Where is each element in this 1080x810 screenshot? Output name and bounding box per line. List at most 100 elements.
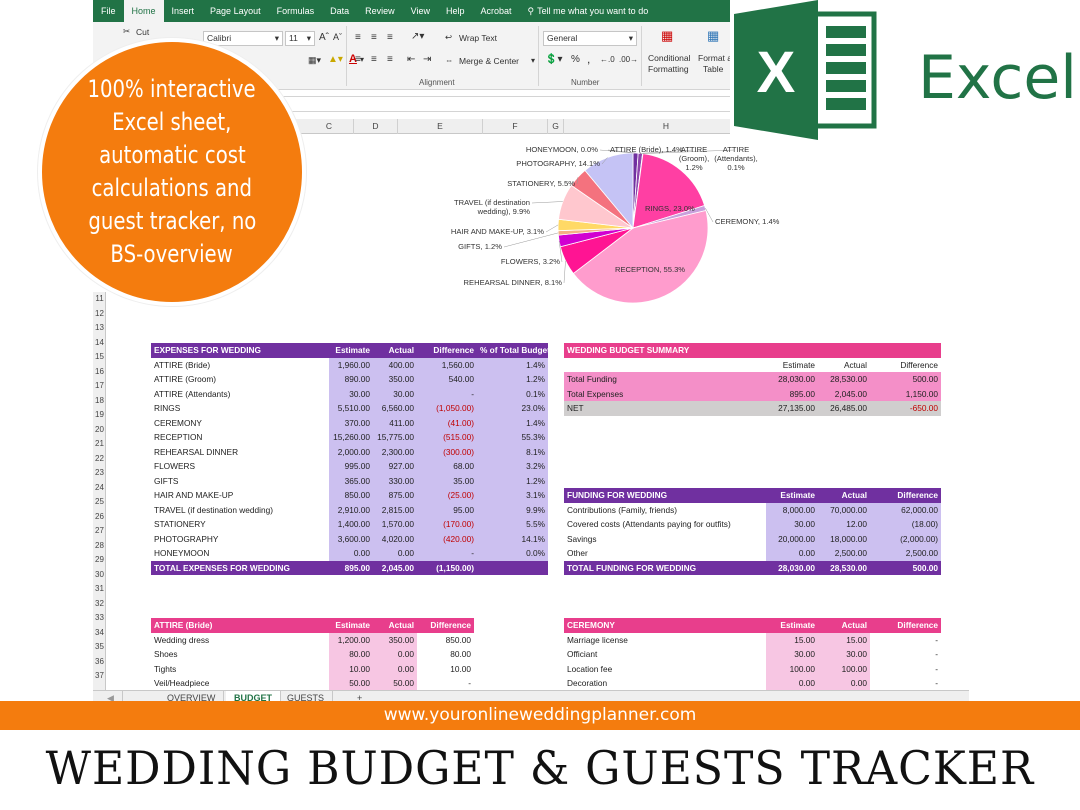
table-cell[interactable]: HONEYMOON	[154, 548, 210, 558]
table-cell[interactable]: PHOTOGRAPHY	[154, 533, 219, 544]
table-cell[interactable]: -	[417, 546, 477, 561]
table-cell[interactable]: 15.00	[766, 632, 818, 647]
table-cell[interactable]: FLOWERS	[154, 461, 196, 471]
table-cell[interactable]: ATTIRE (Attendants)	[154, 388, 231, 399]
table-cell[interactable]: (300.00)	[417, 444, 477, 459]
table-cell[interactable]: 2,910.00	[329, 502, 373, 517]
table-cell[interactable]: 5.5%	[477, 517, 548, 532]
table-cell[interactable]: 1,150.00	[870, 386, 941, 401]
table-cell[interactable]: Tights	[154, 663, 177, 674]
table-cell[interactable]: 80.00	[329, 647, 373, 662]
table-cell[interactable]: 35.00	[417, 473, 477, 488]
table-cell[interactable]: 8.1%	[477, 444, 548, 459]
table-cell[interactable]: 20,000.00	[766, 531, 818, 546]
conditional-formatting-button-line2[interactable]: Formatting	[648, 64, 689, 74]
merge-center-button[interactable]: Merge & Center	[459, 56, 519, 66]
row-number[interactable]: 31	[95, 584, 104, 593]
row-number[interactable]: 16	[95, 366, 104, 376]
tab-page-layout[interactable]: Page Layout	[210, 6, 261, 16]
table-cell[interactable]: 100.00	[766, 661, 818, 676]
table-cell[interactable]: 500.00	[870, 560, 941, 575]
table-cell[interactable]: 95.00	[417, 502, 477, 517]
table-cell[interactable]: Location fee	[567, 663, 613, 674]
table-cell[interactable]: (41.00)	[417, 415, 477, 430]
table-cell[interactable]: 15,775.00	[373, 430, 417, 445]
table-cell[interactable]: 0.00	[766, 676, 818, 691]
table-cell[interactable]: 15.00	[818, 632, 870, 647]
table-cell[interactable]: Total Funding	[564, 372, 766, 387]
table-cell[interactable]: 5,510.00	[329, 401, 373, 416]
row-number[interactable]: 33	[95, 613, 104, 622]
table-cell[interactable]: 14.1%	[477, 531, 548, 546]
font-color-icon[interactable]: A	[349, 53, 357, 65]
table-cell[interactable]: 62,000.00	[870, 502, 941, 517]
scroll-left-icon[interactable]: ◀	[99, 691, 123, 705]
wrap-text-button[interactable]: Wrap Text	[459, 33, 497, 43]
align-middle-icon[interactable]: ≡	[371, 32, 377, 43]
align-left-icon[interactable]: ≡	[355, 54, 361, 65]
borders-icon[interactable]: ▦▾	[308, 55, 322, 65]
table-cell[interactable]: 0.1%	[477, 386, 548, 401]
decrease-indent-icon[interactable]: ⇤	[407, 54, 416, 65]
row-number[interactable]: 22	[95, 453, 104, 463]
table-cell[interactable]: 1,960.00	[329, 357, 373, 372]
decrease-decimal-icon[interactable]: .00→	[619, 55, 639, 64]
number-format-select[interactable]: General ▾	[543, 31, 637, 46]
row-number[interactable]: 28	[95, 540, 104, 550]
tab-help[interactable]: Help	[446, 6, 465, 16]
fill-color-icon[interactable]: ▲▾	[328, 54, 343, 65]
table-cell[interactable]: (515.00)	[417, 430, 477, 445]
table-cell[interactable]: RINGS	[154, 403, 181, 413]
table-cell[interactable]: 3,600.00	[329, 531, 373, 546]
table-cell[interactable]: 50.00	[373, 676, 417, 691]
row-number[interactable]: 11	[95, 294, 104, 303]
table-cell[interactable]: 26,485.00	[818, 401, 870, 416]
table-cell[interactable]: 10.00	[329, 661, 373, 676]
table-cell[interactable]: 850.00	[445, 634, 471, 645]
table-cell[interactable]: Estimate	[329, 343, 373, 358]
table-cell[interactable]: 28,030.00	[766, 560, 818, 575]
add-sheet-button[interactable]: +	[357, 693, 363, 703]
currency-icon[interactable]: 💲▾	[545, 54, 563, 65]
table-cell[interactable]: 6,560.00	[373, 401, 417, 416]
table-cell[interactable]: 0.0%	[477, 546, 548, 561]
row-number[interactable]: 13	[95, 323, 104, 332]
table-cell[interactable]: 2,500.00	[818, 546, 870, 561]
table-cell[interactable]: 12.00	[818, 517, 870, 532]
table-cell[interactable]: 875.00	[373, 488, 417, 503]
table-cell[interactable]: -	[935, 649, 938, 659]
pie-slice[interactable]	[572, 210, 709, 304]
table-cell[interactable]: 28,030.00	[766, 372, 818, 387]
table-cell[interactable]: HAIR AND MAKE-UP	[154, 490, 234, 500]
table-cell[interactable]: Total Expenses	[564, 386, 766, 401]
table-cell[interactable]: Contributions (Family, friends)	[567, 504, 678, 515]
table-cell[interactable]: 995.00	[329, 459, 373, 474]
table-cell[interactable]: Estimate	[329, 618, 373, 633]
table-cell[interactable]: EXPENSES FOR WEDDING	[151, 343, 329, 358]
comma-button[interactable]: ,	[587, 52, 591, 66]
table-cell[interactable]: 850.00	[329, 488, 373, 503]
format-as-table-button[interactable]: Format as	[698, 53, 737, 63]
table-cell[interactable]: Difference	[900, 359, 938, 370]
table-cell[interactable]: 0.00	[373, 661, 417, 676]
row-number[interactable]: 21	[95, 439, 104, 448]
column-header-c[interactable]: C	[305, 119, 354, 134]
sheet-tab-overview[interactable]: OVERVIEW	[159, 691, 225, 705]
row-number[interactable]: 23	[95, 468, 104, 477]
conditional-formatting-button[interactable]: Conditional	[648, 53, 691, 63]
table-cell[interactable]: CEREMONY	[154, 417, 202, 428]
table-cell[interactable]: (2,000.00)	[870, 531, 941, 546]
table-cell[interactable]: Estimate	[766, 488, 818, 503]
table-cell[interactable]: 3.1%	[477, 488, 548, 503]
sheet-tab-guests[interactable]: GUESTS	[279, 691, 334, 705]
table-cell[interactable]: NET	[564, 401, 766, 416]
table-cell[interactable]: 3.2%	[477, 459, 548, 474]
table-cell[interactable]: -	[417, 386, 477, 401]
tab-data[interactable]: Data	[330, 6, 350, 16]
table-cell[interactable]: Veil/Headpiece	[154, 678, 210, 688]
table-cell[interactable]: 0.00	[766, 546, 818, 561]
row-number[interactable]: 24	[95, 482, 104, 492]
table-cell[interactable]: Actual	[373, 343, 417, 358]
tab-insert[interactable]: Insert	[171, 6, 195, 16]
table-cell[interactable]: 1.2%	[477, 473, 548, 488]
